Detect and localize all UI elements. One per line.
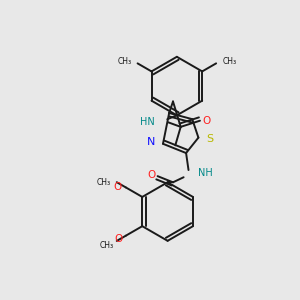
Text: O: O [115,234,123,244]
Text: CH₃: CH₃ [117,57,131,66]
Text: NH: NH [198,168,213,178]
Text: CH₃: CH₃ [100,241,114,250]
Text: HN: HN [140,117,154,127]
Text: CH₃: CH₃ [222,57,236,66]
Text: O: O [113,182,121,192]
Text: CH₃: CH₃ [97,178,111,187]
Text: O: O [147,169,156,180]
Text: S: S [206,134,213,144]
Text: N: N [147,137,155,147]
Text: O: O [202,116,210,126]
